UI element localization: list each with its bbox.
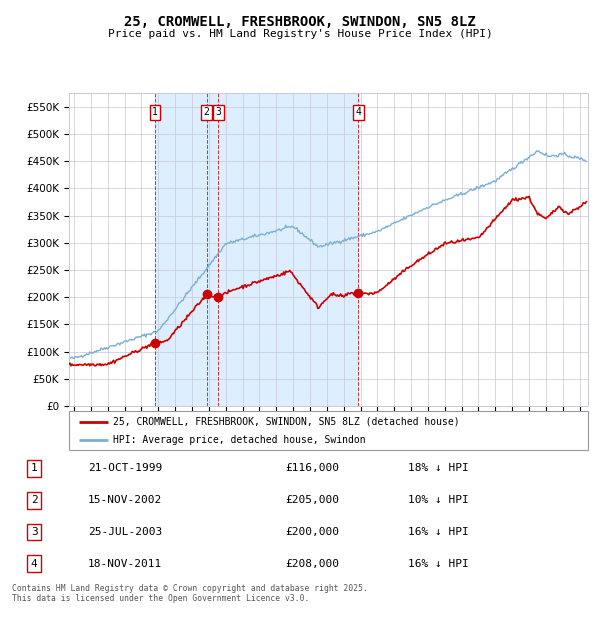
Text: 16% ↓ HPI: 16% ↓ HPI: [408, 559, 469, 569]
Text: 4: 4: [31, 559, 37, 569]
Text: 1: 1: [31, 464, 37, 474]
Text: 2: 2: [31, 495, 37, 505]
Text: 2: 2: [204, 107, 209, 117]
Text: 3: 3: [31, 527, 37, 537]
Text: 25, CROMWELL, FRESHBROOK, SWINDON, SN5 8LZ: 25, CROMWELL, FRESHBROOK, SWINDON, SN5 8…: [124, 16, 476, 30]
Text: £205,000: £205,000: [286, 495, 340, 505]
Text: 18-NOV-2011: 18-NOV-2011: [88, 559, 162, 569]
Text: 10% ↓ HPI: 10% ↓ HPI: [408, 495, 469, 505]
Text: 25-JUL-2003: 25-JUL-2003: [88, 527, 162, 537]
Text: 25, CROMWELL, FRESHBROOK, SWINDON, SN5 8LZ (detached house): 25, CROMWELL, FRESHBROOK, SWINDON, SN5 8…: [113, 417, 460, 427]
Text: 15-NOV-2002: 15-NOV-2002: [88, 495, 162, 505]
Text: Price paid vs. HM Land Registry's House Price Index (HPI): Price paid vs. HM Land Registry's House …: [107, 29, 493, 39]
Text: HPI: Average price, detached house, Swindon: HPI: Average price, detached house, Swin…: [113, 435, 366, 445]
Text: Contains HM Land Registry data © Crown copyright and database right 2025.
This d: Contains HM Land Registry data © Crown c…: [12, 584, 368, 603]
Bar: [155, 93, 358, 406]
Text: 3: 3: [215, 107, 221, 117]
Text: 4: 4: [355, 107, 361, 117]
Text: 1: 1: [152, 107, 158, 117]
Text: £116,000: £116,000: [286, 464, 340, 474]
Text: £208,000: £208,000: [286, 559, 340, 569]
Text: 21-OCT-1999: 21-OCT-1999: [88, 464, 162, 474]
Text: 18% ↓ HPI: 18% ↓ HPI: [408, 464, 469, 474]
Text: £200,000: £200,000: [286, 527, 340, 537]
Text: 16% ↓ HPI: 16% ↓ HPI: [408, 527, 469, 537]
